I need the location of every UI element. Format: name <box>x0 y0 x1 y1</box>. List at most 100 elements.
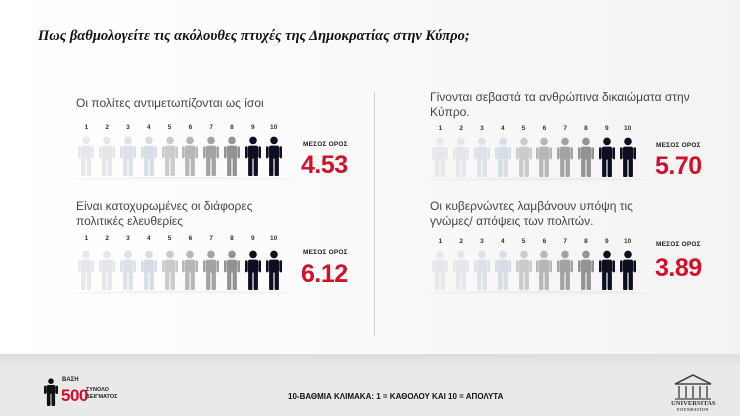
person-figure-icon <box>118 136 139 176</box>
scale-number: 4 <box>146 235 151 242</box>
scale-number: 9 <box>250 235 255 242</box>
mean-label: ΜΕΣΟΣ ΟΡΟΣ <box>656 142 701 149</box>
person-figure-icon <box>263 250 284 290</box>
scale-number: 3 <box>480 125 484 132</box>
person-figure-icon <box>180 250 201 290</box>
question-text: Γίνονται σεβαστά τα ανθρώπινα δικαιώματα… <box>430 90 690 119</box>
person-figure-icon <box>97 250 118 290</box>
scale-number: 6 <box>188 124 193 131</box>
person-figure-icon <box>222 136 243 176</box>
panel-divider <box>374 92 375 336</box>
person-figure-icon <box>76 136 97 176</box>
scale-figures <box>430 137 638 177</box>
person-figure-icon <box>534 137 555 177</box>
scale-number: 2 <box>459 238 463 245</box>
person-figure-icon <box>576 137 597 177</box>
mean-value: 5.70 <box>655 152 702 180</box>
panel-equal-treatment: Οι πολίτες αντιμετωπίζονται ως ίσοι 1 2 3 4… <box>70 96 366 191</box>
person-figure-icon <box>222 250 243 290</box>
person-figure-icon <box>492 250 513 290</box>
scale-number: 6 <box>542 125 547 132</box>
scale-figures <box>430 250 638 290</box>
footer-bar: ΒΑΣΗ 500 ΣΥΝΟΛΟ ΔΕΙΓΜΑΤΟΣ 10-ΒΑΘΜΙΑ ΚΛΙΜ… <box>0 354 740 416</box>
scale-number: 5 <box>521 125 526 132</box>
scale-number: 2 <box>459 125 463 132</box>
mean-label: ΜΕΣΟΣ ΟΡΟΣ <box>656 241 701 248</box>
scale-number: 3 <box>126 235 130 242</box>
scale-description: 10-ΒΑΘΜΙΑ ΚΛΙΜΑΚΑ: 1 = ΚΑΘΟΛΟΥ ΚΑΙ 10 = … <box>288 392 504 401</box>
figures-shadow <box>424 178 649 182</box>
scale-number: 4 <box>500 125 505 132</box>
scale-number: 2 <box>105 235 109 242</box>
base-number: 500 <box>61 386 88 405</box>
scale-number: 9 <box>604 125 609 132</box>
person-figure-icon <box>430 137 451 177</box>
person-figure-icon <box>159 250 180 290</box>
scale-number: 1 <box>438 125 443 132</box>
scale-number: 9 <box>604 238 609 245</box>
person-figure-icon <box>576 250 597 290</box>
base-sublabel-line2: ΔΕΙΓΜΑΤΟΣ <box>86 393 118 400</box>
person-figure-icon <box>617 137 638 177</box>
person-figure-icon <box>513 137 534 177</box>
person-figure-icon <box>118 250 139 290</box>
person-figure-icon <box>555 137 576 177</box>
mean-label: ΜΕΣΟΣ ΟΡΟΣ <box>303 249 348 256</box>
scale-number: 6 <box>542 238 547 245</box>
mean-value: 4.53 <box>301 151 348 179</box>
person-figure-icon <box>555 250 576 290</box>
question-text: Οι πολίτες αντιμετωπίζονται ως ίσοι <box>76 96 264 110</box>
panel-government-listens: Οι κυβερνώντες λαμβάνουν υπόψη τις γνώμε… <box>424 199 720 295</box>
footer-band <box>0 354 740 366</box>
person-figure-icon <box>617 250 638 290</box>
scale-number: 6 <box>188 235 193 242</box>
scale-number: 7 <box>209 124 213 131</box>
scale-number: 3 <box>126 124 130 131</box>
person-figure-icon <box>138 136 159 176</box>
scale-number: 8 <box>584 238 588 245</box>
base-label: ΒΑΣΗ <box>62 377 79 383</box>
scale-number: 5 <box>521 238 526 245</box>
scale-numbers: 1 2 3 4 5 6 7 8 9 10 <box>76 124 284 131</box>
scale-number: 10 <box>623 238 632 245</box>
scale-number: 8 <box>230 124 234 131</box>
scale-figures <box>76 136 284 176</box>
logo-wordmark: UNIVERSITAS <box>671 400 716 407</box>
scale-number: 5 <box>167 235 172 242</box>
scale-number: 1 <box>84 124 89 131</box>
person-figure-icon <box>242 250 263 290</box>
scale-number: 7 <box>563 125 567 132</box>
logo-subtitle: FOUNDATION <box>677 408 709 412</box>
scale-number: 4 <box>500 238 505 245</box>
person-figure-icon <box>596 137 617 177</box>
figures-shadow <box>424 291 649 295</box>
person-figure-icon <box>596 250 617 290</box>
scale-number: 1 <box>84 235 89 242</box>
person-figure-icon <box>492 137 513 177</box>
scale-number: 7 <box>209 235 213 242</box>
person-figure-icon <box>534 250 555 290</box>
question-text: Είναι κατοχυρωμένες οι διάφορες πολιτικέ… <box>76 199 253 228</box>
scale-number: 8 <box>230 235 234 242</box>
scale-numbers: 1 2 3 4 5 6 7 8 9 10 <box>76 235 284 242</box>
person-figure-icon <box>242 136 263 176</box>
question-text: Οι κυβερνώντες λαμβάνουν υπόψη τις γνώμε… <box>430 199 633 228</box>
scale-number: 10 <box>269 124 278 131</box>
scale-number: 3 <box>480 238 484 245</box>
person-figure-icon <box>451 137 472 177</box>
scale-number: 7 <box>563 238 567 245</box>
page-title: Πως βαθμολογείτε τις ακόλουθες πτυχές τη… <box>38 28 470 44</box>
scale-number: 1 <box>438 238 443 245</box>
scale-number: 9 <box>250 124 255 131</box>
person-figure-icon <box>201 136 222 176</box>
figures-shadow <box>70 177 295 181</box>
scale-numbers: 1 2 3 4 5 6 7 8 9 10 <box>430 125 638 132</box>
person-figure-icon <box>138 250 159 290</box>
person-figure-icon <box>451 250 472 290</box>
person-figure-icon <box>513 250 534 290</box>
scale-number: 8 <box>584 125 588 132</box>
panel-human-rights: Γίνονται σεβαστά τα ανθρώπινα δικαιώματα… <box>424 90 720 185</box>
scale-number: 2 <box>105 124 109 131</box>
panel-political-freedoms: Είναι κατοχυρωμένες οι διάφορες πολιτικέ… <box>70 199 366 295</box>
person-figure-icon <box>263 136 284 176</box>
